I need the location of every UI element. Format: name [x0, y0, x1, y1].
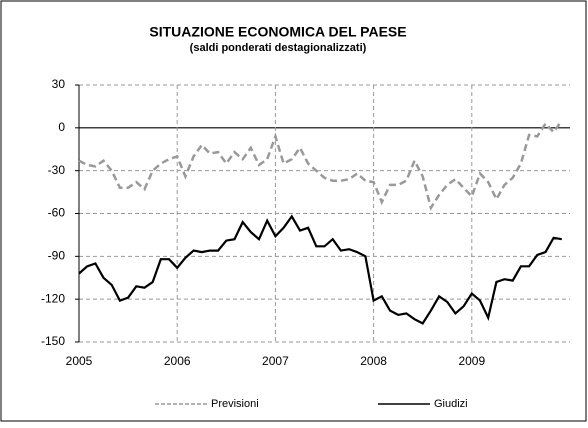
chart-title: SITUAZIONE ECONOMICA DEL PAESE	[149, 24, 406, 40]
legend-label: Previsioni	[211, 398, 259, 410]
legend-label: Giudizi	[434, 398, 468, 410]
x-tick-label: 2009	[458, 354, 485, 368]
x-tick-label: 2006	[164, 354, 191, 368]
chart-subtitle: (saldi ponderati destagionalizzati)	[190, 42, 367, 54]
y-tick-label: -150	[41, 334, 65, 348]
y-tick-label: -30	[48, 163, 66, 177]
x-tick-label: 2007	[262, 354, 289, 368]
series-line	[78, 214, 562, 325]
y-tick-label: -120	[41, 291, 65, 305]
y-tick-label: -90	[48, 249, 66, 263]
x-tick-label: 2008	[360, 354, 387, 368]
y-tick-label: -60	[48, 206, 66, 220]
y-tick-label: 30	[52, 77, 66, 91]
x-tick-label: 2005	[66, 354, 93, 368]
series-line	[78, 119, 563, 211]
y-tick-label: 0	[58, 120, 65, 134]
